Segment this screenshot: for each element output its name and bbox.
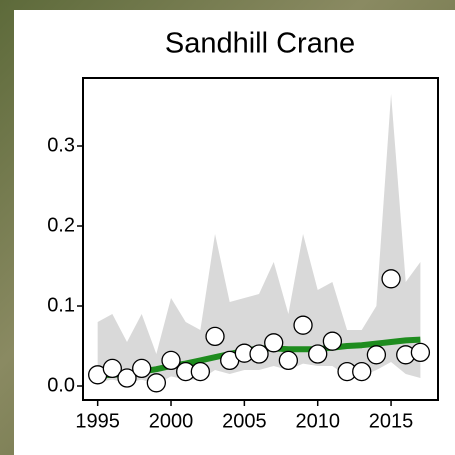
x-tick-label: 2005 bbox=[222, 410, 267, 432]
observed-point bbox=[146, 373, 166, 393]
observed-point bbox=[190, 361, 211, 382]
observed-point bbox=[249, 344, 269, 364]
chart-title: Sandhill Crane bbox=[165, 28, 355, 60]
confidence-band bbox=[97, 94, 421, 385]
observed-point bbox=[132, 358, 152, 379]
observed-point bbox=[352, 361, 372, 382]
y-tick-label: 0.2 bbox=[47, 214, 75, 236]
observed-point bbox=[102, 358, 122, 379]
y-tick-label: 0.3 bbox=[47, 134, 75, 156]
observed-point bbox=[322, 331, 343, 351]
observed-point bbox=[366, 345, 387, 365]
observed-point bbox=[278, 350, 299, 371]
x-tick-label: 2000 bbox=[149, 410, 194, 432]
observed-point bbox=[410, 342, 431, 363]
plot-area: 0.0 0.1 0.2 0.3 1995 2000 2005 2010 2015 bbox=[47, 94, 431, 432]
x-tick-label: 2010 bbox=[295, 410, 340, 432]
observed-point bbox=[308, 344, 328, 364]
y-tick-label: 0.1 bbox=[47, 294, 75, 316]
observed-point bbox=[161, 350, 181, 371]
y-tick-label: 0.0 bbox=[47, 374, 75, 396]
observed-point bbox=[264, 333, 284, 353]
x-tick-label: 1995 bbox=[75, 410, 120, 432]
plot-frame bbox=[82, 77, 439, 401]
x-tick-label: 2015 bbox=[369, 410, 414, 432]
observed-point bbox=[205, 326, 225, 347]
observed-point bbox=[117, 368, 137, 388]
observed-point bbox=[381, 269, 401, 289]
observed-point bbox=[293, 315, 313, 335]
